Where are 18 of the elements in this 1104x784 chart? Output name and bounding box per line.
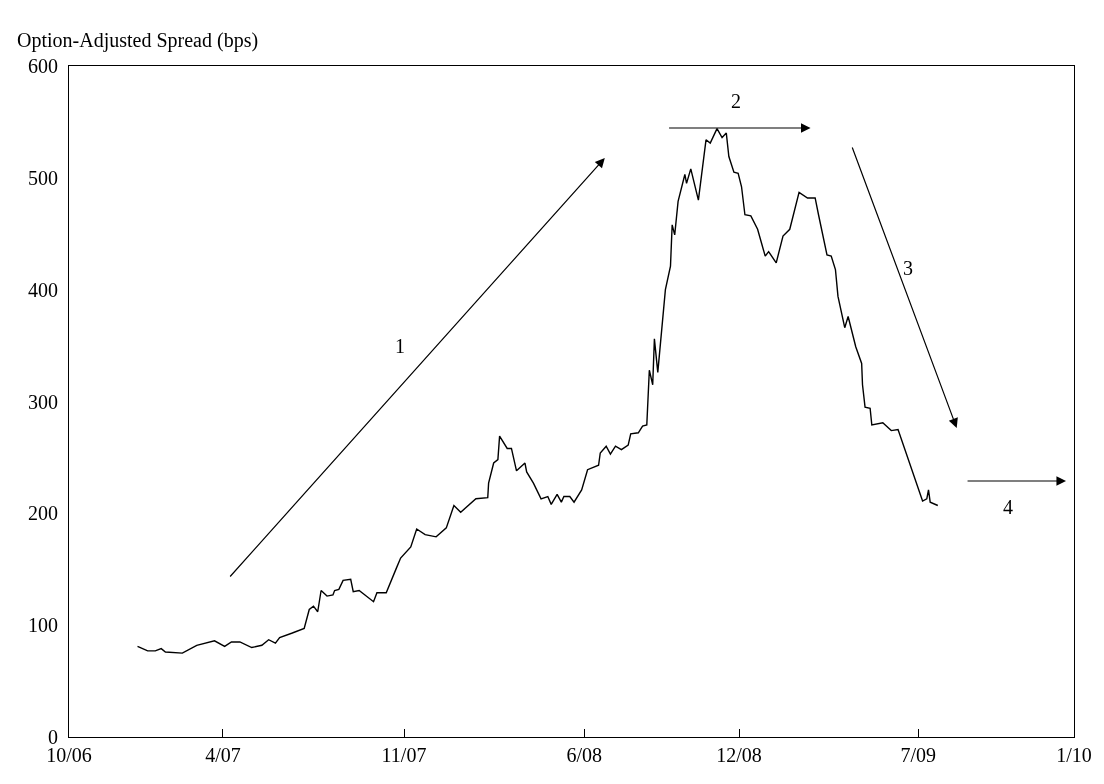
y-tick-label: 400 xyxy=(28,278,58,301)
x-tick-label: 12/08 xyxy=(716,744,762,766)
annotation: 1 xyxy=(395,335,405,357)
line-series xyxy=(136,127,939,654)
x-tick-label: 1/10 xyxy=(1056,744,1092,766)
x-tick-label: 7/09 xyxy=(900,744,937,766)
x-tick-label: 4/07 xyxy=(205,744,241,766)
y-tick-label: 200 xyxy=(28,502,58,525)
y-axis-title: Option-Adjusted Spread (bps) xyxy=(17,29,259,52)
y-tick-label: 300 xyxy=(28,390,58,413)
y-tick-label: 100 xyxy=(28,614,58,637)
x-tick-label: 6/08 xyxy=(566,744,602,766)
y-tick-label: 500 xyxy=(28,166,58,189)
y-tick-label: 600 xyxy=(28,55,58,77)
annotation: 2 xyxy=(731,90,741,112)
x-tick-label: 11/07 xyxy=(381,744,427,766)
annotation: 4 xyxy=(1003,496,1013,518)
annotation: 3 xyxy=(903,257,913,279)
